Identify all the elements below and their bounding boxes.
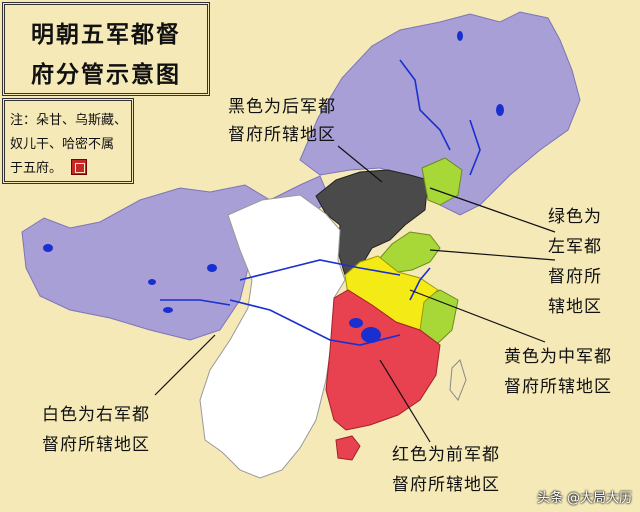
region-zuo-north (421, 157, 463, 206)
lake-marks (43, 31, 504, 343)
island-hainan (335, 435, 361, 461)
note-line-2: 奴儿干、哈密不属 (10, 137, 115, 152)
seal-icon (71, 159, 87, 175)
water-features (160, 59, 481, 346)
pointer-lines (154, 145, 556, 443)
label-zhong-line-2: 督府所辖地区 (504, 377, 612, 397)
label-qian-line-1: 红色为前军都 (392, 445, 500, 465)
title-line-2: 府分管示意图 (31, 61, 181, 88)
title-box: 明朝五军都督 府分管示意图 (2, 2, 210, 96)
island-taiwan (449, 359, 467, 401)
title-line-1: 明朝五军都督 (31, 21, 181, 48)
note-line-3: 于五府。 (10, 161, 63, 176)
region-you (199, 194, 346, 479)
note-line-1: 注：朵甘、乌斯藏、 (10, 113, 128, 128)
label-you-line-2: 督府所辖地区 (42, 435, 150, 455)
label-zuo-line-2: 左军都 (548, 237, 602, 257)
label-qian-line-2: 督府所辖地区 (392, 475, 500, 495)
label-hou-line-2: 督府所辖地区 (228, 125, 336, 145)
note-box: 注：朵甘、乌斯藏、 奴儿干、哈密不属 于五府。 (2, 98, 134, 184)
label-hou-line-1: 黑色为后军都 (228, 97, 336, 117)
label-you-line-1: 白色为右军都 (42, 405, 150, 425)
label-zuo-line-3: 督府所 (548, 267, 602, 287)
watermark: 头条 @大局大历 (536, 491, 632, 506)
label-zuo-line-1: 绿色为 (548, 207, 602, 227)
label-zhong-line-1: 黄色为中军都 (504, 347, 612, 367)
label-zuo-line-4: 辖地区 (548, 297, 602, 317)
